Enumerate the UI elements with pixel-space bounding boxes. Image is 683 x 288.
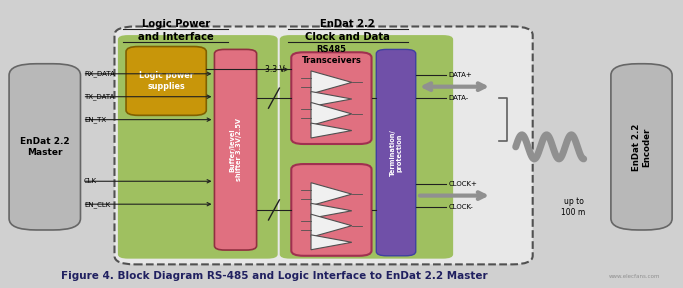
Text: CLK: CLK	[84, 178, 97, 184]
FancyBboxPatch shape	[118, 35, 278, 259]
FancyBboxPatch shape	[611, 64, 672, 230]
Text: EN_CLK: EN_CLK	[84, 201, 110, 208]
Text: EnDat 2.2
Encoder: EnDat 2.2 Encoder	[632, 123, 651, 170]
FancyBboxPatch shape	[9, 64, 81, 230]
FancyBboxPatch shape	[126, 47, 206, 115]
Polygon shape	[311, 235, 352, 250]
Text: Figure 4. Block Diagram RS-485 and Logic Interface to EnDat 2.2 Master: Figure 4. Block Diagram RS-485 and Logic…	[61, 271, 488, 281]
Polygon shape	[311, 123, 352, 138]
Text: Buffer/level
shifter 3.3V/2.5V: Buffer/level shifter 3.3V/2.5V	[229, 118, 242, 181]
Text: and Interface: and Interface	[138, 32, 214, 42]
Polygon shape	[311, 103, 352, 125]
Text: RS485
Transceivers: RS485 Transceivers	[301, 45, 361, 65]
FancyBboxPatch shape	[291, 164, 372, 256]
Text: Logic power
supplies: Logic power supplies	[139, 71, 193, 91]
Text: Clock and Data: Clock and Data	[305, 32, 390, 42]
Text: 3.3 V: 3.3 V	[265, 65, 285, 74]
Text: CLOCK-: CLOCK-	[448, 204, 473, 210]
FancyBboxPatch shape	[291, 52, 372, 144]
FancyBboxPatch shape	[214, 50, 257, 250]
Polygon shape	[311, 214, 352, 237]
Text: EN_TX: EN_TX	[84, 116, 106, 123]
Text: EnDat 2.2: EnDat 2.2	[320, 19, 375, 29]
Text: DATA+: DATA+	[448, 72, 472, 78]
Text: CLOCK+: CLOCK+	[448, 181, 477, 187]
Text: Logic Power: Logic Power	[141, 19, 210, 29]
Text: DATA-: DATA-	[448, 95, 469, 101]
Text: EnDat 2.2
Master: EnDat 2.2 Master	[20, 137, 70, 157]
FancyBboxPatch shape	[115, 26, 533, 264]
FancyBboxPatch shape	[376, 50, 416, 256]
Polygon shape	[311, 183, 352, 206]
Text: Termination/
protection: Termination/ protection	[389, 129, 402, 176]
Polygon shape	[311, 71, 352, 94]
Polygon shape	[311, 92, 352, 107]
Text: RX_DATA: RX_DATA	[84, 70, 115, 77]
Text: up to
100 m: up to 100 m	[561, 197, 585, 217]
Text: TX_DATA: TX_DATA	[84, 93, 114, 100]
Text: www.elecfans.com: www.elecfans.com	[609, 274, 660, 279]
FancyBboxPatch shape	[280, 35, 453, 259]
Polygon shape	[311, 203, 352, 218]
